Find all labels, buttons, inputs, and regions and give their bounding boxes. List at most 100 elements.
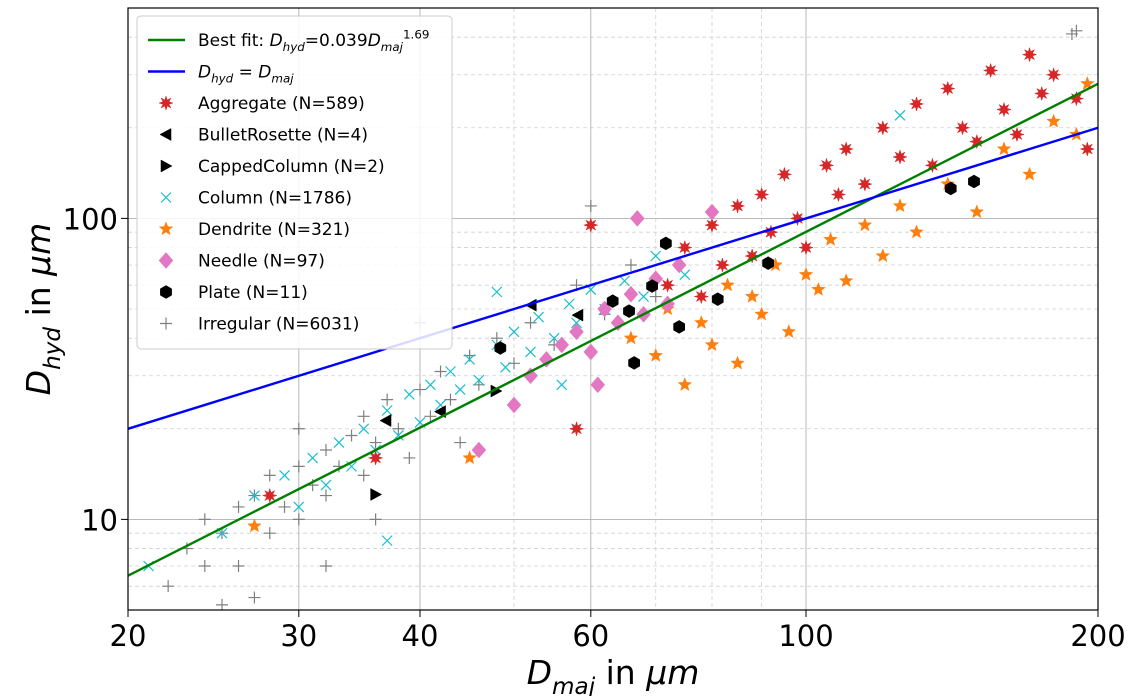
data-point <box>307 452 319 464</box>
legend-label: CappedColumn (N=2) <box>198 157 385 177</box>
data-point <box>754 306 769 321</box>
series <box>494 174 980 370</box>
data-point <box>623 285 639 303</box>
data-point <box>968 133 985 150</box>
data-point <box>556 379 568 391</box>
data-point <box>671 256 687 274</box>
data-point <box>659 236 672 251</box>
data-point <box>679 269 691 281</box>
label-part: hyd <box>211 72 234 86</box>
series <box>261 46 1096 504</box>
data-point <box>357 410 370 423</box>
data-point <box>444 393 457 406</box>
label-part: maj <box>552 674 596 696</box>
data-point <box>954 119 971 136</box>
data-point <box>403 389 415 400</box>
data-point <box>744 288 760 303</box>
x-tick-label: 200 <box>1070 619 1125 653</box>
data-point <box>939 80 956 97</box>
data-point <box>909 224 924 239</box>
data-point <box>320 479 332 491</box>
data-point <box>584 199 597 212</box>
label-part: D <box>527 653 552 692</box>
data-point <box>996 101 1012 118</box>
data-point <box>638 291 649 302</box>
legend-label: Aggregate (N=589) <box>198 94 365 114</box>
label-part: D <box>19 370 58 395</box>
data-point <box>413 383 426 396</box>
legend-label: Column (N=1786) <box>198 189 352 209</box>
data-point <box>624 259 637 272</box>
legend-swatch <box>158 95 174 111</box>
legend-label: Plate (N=11) <box>198 283 308 303</box>
label-part: in <box>595 653 646 692</box>
data-point <box>646 279 658 293</box>
label-part: CappedColumn (N=2) <box>198 157 385 177</box>
data-point <box>357 469 370 482</box>
data-point <box>676 239 693 256</box>
data-point <box>582 217 599 233</box>
data-point <box>471 441 487 459</box>
label-part: μm <box>645 653 699 692</box>
data-point <box>823 231 838 246</box>
data-point <box>500 361 511 373</box>
data-point <box>996 141 1012 156</box>
data-point <box>392 422 405 435</box>
legend-label: Needle (N=97) <box>198 252 325 272</box>
data-point <box>673 320 686 334</box>
data-point <box>198 560 211 573</box>
legend-label: Dendrite (N=321) <box>198 220 350 240</box>
data-point <box>857 176 873 192</box>
data-point <box>263 527 276 540</box>
label-part: BulletRosette (N=4) <box>198 126 368 146</box>
label-part: hyd <box>283 40 306 54</box>
data-point <box>494 341 507 355</box>
legend-swatch <box>160 192 172 203</box>
x-tick-label: 30 <box>280 619 317 653</box>
y-axis-label: Dhyd in μm <box>19 223 66 396</box>
data-point <box>381 405 393 416</box>
legend-label: BulletRosette (N=4) <box>198 126 368 146</box>
label-part: 1.69 <box>403 27 429 41</box>
data-point <box>649 290 662 303</box>
data-point <box>293 501 305 513</box>
label-part: =0.039 <box>305 31 368 51</box>
data-point <box>424 410 437 423</box>
data-point <box>445 366 456 377</box>
label-part: μm <box>19 223 58 277</box>
data-point <box>1080 76 1095 91</box>
data-point <box>704 203 720 221</box>
data-point <box>292 513 305 526</box>
data-point <box>694 315 709 329</box>
x-axis-label: Dmaj in μm <box>527 653 700 696</box>
data-point <box>454 436 467 449</box>
label-part: D <box>270 31 283 51</box>
data-point <box>892 198 908 213</box>
data-point <box>798 267 814 281</box>
data-point <box>830 186 847 203</box>
data-point <box>744 248 761 264</box>
data-point <box>606 294 619 308</box>
legend-swatch <box>160 317 172 330</box>
data-point <box>381 393 394 406</box>
data-point <box>720 277 735 292</box>
data-point <box>490 332 503 345</box>
data-point <box>370 488 383 501</box>
data-point <box>629 210 645 227</box>
legend-swatch <box>159 128 172 141</box>
data-point <box>762 256 774 270</box>
data-point <box>454 384 466 395</box>
data-point <box>1022 166 1037 181</box>
x-tick-label: 40 <box>402 619 439 653</box>
data-point <box>568 420 585 437</box>
data-point <box>539 351 554 368</box>
data-point <box>857 217 873 232</box>
data-point <box>1033 85 1050 102</box>
x-tick-label: 20 <box>110 619 147 653</box>
data-point <box>319 444 332 457</box>
data-point <box>1021 46 1038 63</box>
data-point <box>818 157 835 174</box>
label-part: Plate (N=11) <box>198 283 308 303</box>
data-point <box>811 281 826 296</box>
